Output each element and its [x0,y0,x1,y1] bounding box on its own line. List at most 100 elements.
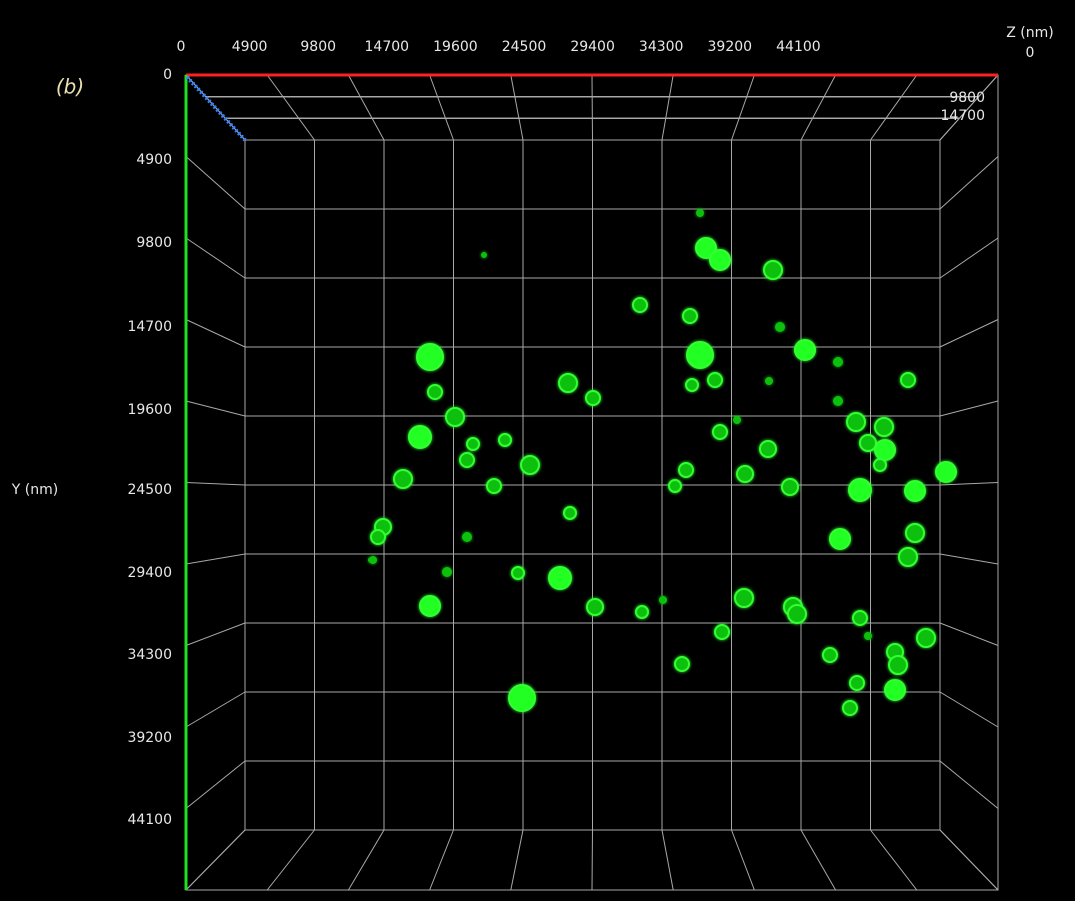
cell [585,390,601,406]
cell [563,506,577,520]
grid-line [185,691,246,728]
grid-line [939,691,999,728]
cell [558,373,578,393]
grid-line [800,829,837,891]
cell [416,343,444,371]
cell [884,679,906,701]
cell [442,567,452,577]
cell [635,605,649,619]
grid-line [185,553,246,565]
y-tick-label: 29400 [127,565,172,581]
x-tick-label: 19600 [433,39,478,55]
cell [659,596,667,604]
cell [462,532,472,542]
z-tick-label: 0 [1026,45,1035,61]
panel-label: (b) [56,75,84,99]
grid-line [939,319,999,348]
grid-line [185,622,246,646]
grid-line [870,829,918,891]
grid-line [939,156,999,210]
grid-line [939,482,999,486]
grid-line [939,760,999,809]
y-tick-label: 44100 [127,812,172,828]
grid-line [185,760,246,809]
cell [481,252,487,258]
y-axis-label: Y (nm) [11,482,58,498]
y-tick-label: 9800 [136,235,172,251]
cell [696,209,704,217]
cell [393,469,413,489]
cell [682,308,698,324]
cell [695,237,717,259]
cell [787,604,807,624]
grid-line [266,74,315,141]
grid-line [510,74,524,141]
cell [842,700,858,716]
cells [368,209,957,716]
cell [686,341,714,369]
grid-line [661,74,674,141]
y-tick-label: 39200 [127,730,172,746]
grid-line [429,829,454,891]
cell [419,595,441,617]
z-axis-label: Z (nm) [1006,25,1053,41]
cell [668,479,682,493]
cell [586,598,604,616]
y-tick-label: 4900 [136,152,172,168]
cell [734,588,754,608]
cell [905,523,925,543]
grid-line [731,829,755,891]
x-tick-label: 9800 [300,39,336,55]
y-tick-label: 0 [163,67,172,83]
grid-line [591,829,593,891]
z-tick-label: 14700 [940,108,985,124]
cell [736,465,754,483]
x-tick-label: 4900 [232,39,268,55]
cell [822,647,838,663]
cell [874,439,896,461]
cell [707,372,723,388]
cell [498,433,512,447]
cell [916,628,936,648]
cell [508,684,536,712]
cell [898,547,918,567]
cell [864,632,872,640]
cell [714,624,730,640]
cell [427,384,443,400]
grid-line [731,74,755,141]
x-tick-label: 14700 [365,39,410,55]
x-tick-label: 39200 [708,39,753,55]
grid-line [939,400,999,417]
cell [765,377,773,385]
x-tick-label: 34300 [639,39,684,55]
cell [833,357,843,367]
grid-line [266,829,315,891]
z-tick-label: 9800 [949,90,985,106]
cell [935,461,957,483]
cell [408,425,432,449]
cell [775,322,785,332]
grid-line [185,156,246,210]
y-tick-label: 24500 [127,482,172,498]
cell [852,610,868,626]
cell [733,416,741,424]
cell [873,458,887,472]
grid-line [591,74,593,141]
cell [709,249,731,271]
cell [685,378,699,392]
cell [874,417,894,437]
cell [849,675,865,691]
y-tick-label: 19600 [127,402,172,418]
grid-line [939,74,999,141]
cell [548,566,572,590]
cell [794,339,816,361]
grid-line [429,74,454,141]
x-tick-label: 0 [177,39,186,55]
cell [781,478,799,496]
y-tick-label: 14700 [127,319,172,335]
x-tick-label: 24500 [502,39,547,55]
cell [712,424,728,440]
cell [459,452,475,468]
grid-line [185,237,246,279]
